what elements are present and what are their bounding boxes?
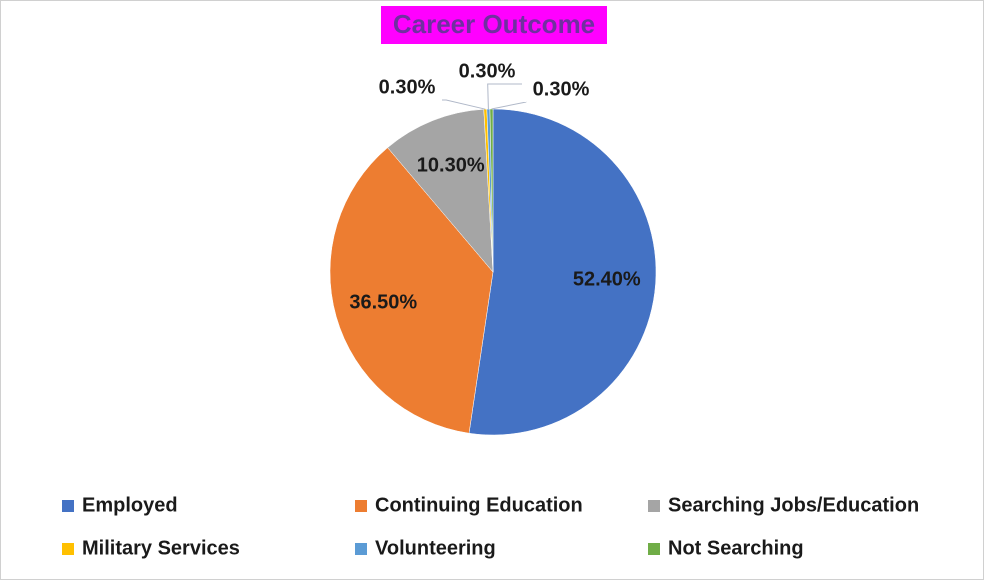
- legend-label: Employed: [82, 494, 178, 516]
- leader-line: [442, 99, 486, 110]
- data-label: 0.30%: [379, 76, 436, 98]
- legend-label: Not Searching: [668, 537, 804, 559]
- leader-line: [491, 101, 527, 110]
- pie-slice: [329, 147, 494, 434]
- legend-marker: [355, 543, 367, 555]
- legend-marker: [648, 500, 660, 512]
- legend-marker: [648, 543, 660, 555]
- legend-marker: [62, 543, 74, 555]
- chart-title: Career Outcome: [393, 9, 595, 39]
- data-label: 0.30%: [459, 60, 516, 82]
- data-label: 52.40%: [573, 269, 641, 291]
- legend-label: Volunteering: [375, 537, 496, 559]
- pie-slice: [387, 108, 494, 273]
- data-label: 10.30%: [417, 154, 485, 176]
- legend-label: Military Services: [82, 537, 240, 559]
- data-label: 36.50%: [349, 292, 417, 314]
- pie-slice: [468, 108, 657, 436]
- legend-marker: [355, 500, 367, 512]
- legend-marker: [62, 500, 74, 512]
- leader-line: [487, 83, 522, 110]
- data-label: 0.30%: [533, 78, 590, 100]
- title-background: [381, 6, 607, 44]
- legend-label: Searching Jobs/Education: [668, 494, 919, 516]
- legend-label: Continuing Education: [375, 494, 583, 516]
